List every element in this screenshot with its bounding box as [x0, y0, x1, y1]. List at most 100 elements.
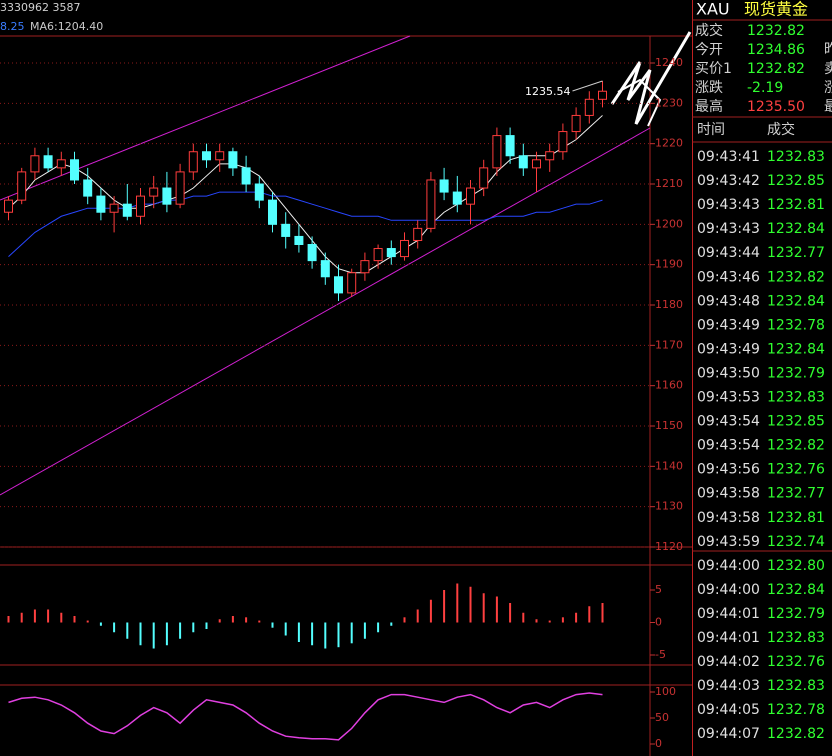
candle-body: [109, 203, 119, 213]
tick-time: 09:43:43: [697, 221, 760, 237]
candle-body: [532, 159, 541, 169]
y-tick-label: 50: [655, 711, 669, 724]
tick-price: 1232.82: [767, 726, 825, 742]
candle-body: [241, 167, 251, 185]
tick-price: 1232.83: [767, 678, 825, 694]
y-tick-label: 1200: [655, 217, 683, 230]
candle-body: [83, 179, 93, 197]
y-tick-label: -5: [655, 648, 666, 661]
column-header: 成交: [767, 121, 795, 138]
y-tick-label: 100: [655, 685, 676, 698]
y-tick-label: 0: [655, 737, 662, 750]
tick-price: 1232.77: [767, 486, 825, 502]
candle-body: [360, 260, 370, 274]
quote-extra: 最: [824, 99, 832, 115]
channel-line: [0, 127, 651, 496]
volume-info: 3330962 3587: [0, 1, 80, 14]
candle-body: [43, 155, 53, 169]
tick-time: 09:44:01: [697, 630, 760, 646]
candle-body: [373, 248, 383, 262]
quote-extra: 昨: [824, 42, 832, 58]
tick-time: 09:43:41: [697, 149, 760, 165]
quote-value: 1234.86: [747, 42, 805, 58]
tick-price: 1232.76: [767, 654, 825, 670]
quote-value: 1235.50: [747, 99, 805, 115]
candle-body: [571, 114, 581, 133]
kline-panel: 1120 1130 1140 1150 1160 1170 1180 1190 1200 1210…: [0, 56, 683, 553]
tick-price: 1232.83: [767, 630, 825, 646]
quote-label: 最高: [695, 98, 723, 115]
ma-prefix: 8.25: [0, 20, 25, 33]
candle-body: [452, 191, 462, 205]
candle-body: [136, 195, 145, 217]
candle-body: [386, 248, 396, 258]
y-tick-label: 1150: [655, 419, 683, 432]
tick-price: 1232.76: [767, 462, 825, 478]
tick-time: 09:43:56: [697, 462, 760, 478]
tick-price: 1232.74: [767, 534, 825, 550]
tick-time: 09:43:53: [697, 390, 760, 406]
candle-body: [228, 151, 238, 169]
tick-time: 09:43:49: [697, 341, 760, 357]
candle-body: [558, 131, 568, 153]
tick-price: 1232.82: [767, 269, 825, 285]
tick-price: 1232.83: [767, 149, 825, 165]
tick-price: 1232.77: [767, 245, 825, 261]
candle-body: [439, 179, 449, 193]
y-tick-label: 1230: [655, 96, 683, 109]
candle-body: [426, 179, 436, 229]
channel-line: [0, 35, 411, 201]
tick-price: 1232.81: [767, 510, 825, 526]
tick-price: 1232.78: [767, 317, 825, 333]
candle-body: [4, 199, 13, 213]
candle-body: [413, 227, 423, 241]
tick-price: 1232.84: [767, 341, 825, 357]
candle-body: [400, 239, 409, 258]
tick-price: 1232.81: [767, 197, 825, 213]
candle-body: [584, 98, 594, 116]
tick-price: 1232.79: [767, 606, 825, 622]
tick-time: 09:43:59: [697, 534, 760, 550]
tick-price: 1232.79: [767, 365, 825, 381]
tick-time: 09:43:50: [697, 365, 760, 381]
k-line: [8, 692, 603, 741]
column-header: 时间: [697, 122, 725, 138]
symbol: XAU: [696, 0, 730, 19]
candle-body: [122, 203, 132, 217]
symbol-name: 现货黄金: [744, 0, 808, 19]
candle-body: [334, 276, 343, 294]
tick-time: 09:43:46: [697, 269, 760, 285]
ma-line: [8, 115, 603, 274]
candle-body: [254, 183, 264, 201]
candle-body: [96, 195, 106, 213]
candle-body: [492, 135, 502, 169]
tick-time: 09:44:00: [697, 582, 760, 598]
candle-body: [598, 90, 607, 100]
tick-price: 1232.78: [767, 702, 825, 718]
candle-body: [188, 151, 198, 173]
quote-label: 成交: [695, 22, 723, 39]
tick-time: 09:44:05: [697, 702, 760, 718]
high-pointer: [572, 80, 603, 92]
candle-body: [268, 199, 277, 225]
tick-price: 1232.82: [767, 438, 825, 454]
high-label: 1235.54: [525, 85, 571, 98]
tick-time: 09:44:01: [697, 606, 760, 622]
drawn-arrow: [610, 31, 692, 125]
candle-body: [70, 159, 79, 181]
candle-body: [149, 187, 159, 197]
candle-body: [505, 135, 515, 157]
candle-body: [215, 151, 225, 161]
y-tick-label: 1120: [655, 540, 683, 553]
tick-time: 09:43:58: [697, 510, 760, 526]
candle-body: [162, 187, 172, 205]
quote-label: 今开: [695, 42, 723, 58]
tick-time: 09:43:49: [697, 317, 760, 333]
candle-body: [294, 235, 304, 246]
tick-time: 09:43:44: [697, 245, 760, 261]
quote-value: 1232.82: [747, 61, 805, 77]
tick-price: 1232.80: [767, 558, 825, 574]
tick-price: 1232.83: [767, 390, 825, 406]
